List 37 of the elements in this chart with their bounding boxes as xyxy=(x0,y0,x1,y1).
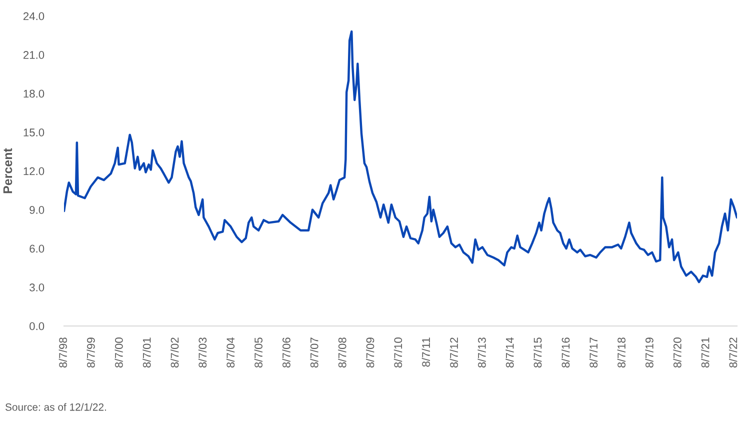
x-tick-label: 8/7/07 xyxy=(310,338,318,368)
x-tick-label: 8/7/19 xyxy=(645,338,654,368)
x-tick-label: 8/7/09 xyxy=(366,338,374,368)
x-tick-label: 8/7/02 xyxy=(170,338,179,368)
x-tick-label: 8/7/10 xyxy=(394,338,402,368)
x-tick-label: 8/7/22 xyxy=(728,338,738,368)
x-tick-label: 8/7/21 xyxy=(701,338,710,368)
x-tick-label: 8/7/11 xyxy=(422,338,430,367)
x-tick-label: 8/7/16 xyxy=(561,338,570,368)
x-tick-label: 8/7/01 xyxy=(142,338,151,368)
x-tick-label: 8/7/12 xyxy=(450,338,458,368)
x-tick-label: 8/7/15 xyxy=(534,338,542,368)
x-tick-label: 8/7/13 xyxy=(478,338,486,368)
x-tick-label: 8/7/00 xyxy=(114,338,123,368)
y-tick-label: 24.0 xyxy=(23,12,44,20)
y-tick-label: 3.0 xyxy=(30,284,44,292)
x-tick-label: 8/7/03 xyxy=(198,338,207,368)
y-tick-label: 18.0 xyxy=(24,90,44,98)
y-tick-label: 15.0 xyxy=(24,128,44,136)
y-tick-label: 0.0 xyxy=(30,322,44,330)
x-tick-label: 8/7/06 xyxy=(282,338,290,368)
x-tick-label: 8/7/04 xyxy=(226,337,235,368)
x-tick-label: 8/7/05 xyxy=(254,338,262,368)
x-tick-label: 8/7/17 xyxy=(589,338,598,368)
x-tick-label: 8/7/99 xyxy=(86,338,95,368)
y-tick-label: 21.0 xyxy=(23,51,44,59)
source-note: Source: as of 12/1/22. xyxy=(5,403,106,411)
x-tick-label: 8/7/98 xyxy=(58,338,67,368)
y-tick-label: 12.0 xyxy=(24,167,44,176)
line-series xyxy=(64,30,737,284)
x-tick-label: 8/7/08 xyxy=(338,338,346,368)
x-tick-label: 8/7/18 xyxy=(617,338,626,368)
y-tick-label: 6.0 xyxy=(30,244,44,253)
y-tick-label: 9.0 xyxy=(30,206,44,214)
y-axis-title: Percent xyxy=(3,148,12,194)
x-tick-label: 8/7/14 xyxy=(506,337,514,368)
x-tick-label: 8/7/20 xyxy=(673,338,682,368)
